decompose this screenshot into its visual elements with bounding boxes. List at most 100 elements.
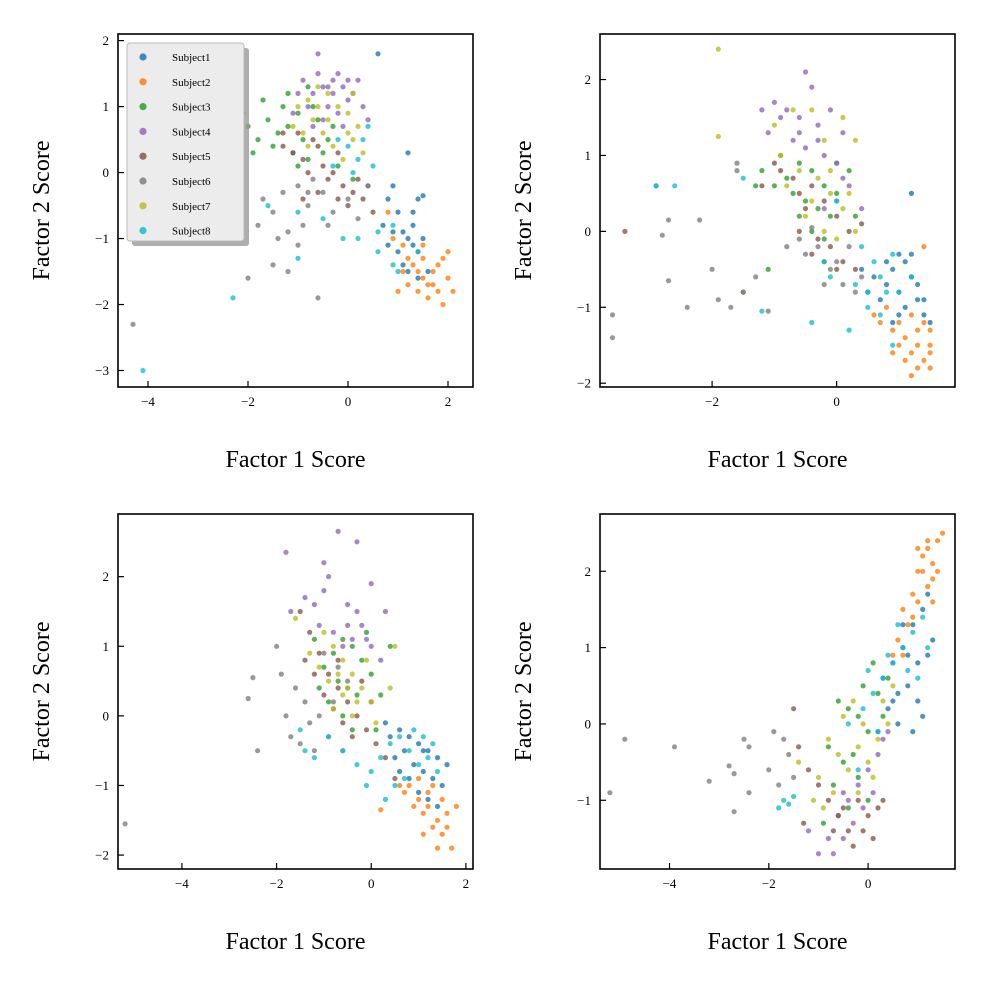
y-tick-label: −1 <box>577 793 591 808</box>
legend-label-subject7: Subject7 <box>172 201 211 213</box>
scatter-point-subject4 <box>846 183 852 189</box>
scatter-point-subject4 <box>295 90 301 96</box>
scatter-point-subject8 <box>900 645 906 651</box>
scatter-point-subject5 <box>796 228 802 234</box>
scatter-point-subject4 <box>802 145 809 151</box>
scatter-point-subject2 <box>910 591 916 597</box>
scatter-point-subject8 <box>845 721 851 727</box>
scatter-point-subject2 <box>425 295 431 301</box>
scatter-point-subject4 <box>288 608 294 615</box>
scatter-point-subject1 <box>908 190 915 196</box>
scatter-point-subject6 <box>305 203 311 209</box>
scatter-point-subject4 <box>765 130 771 136</box>
scatter-point-subject3 <box>285 90 291 96</box>
scatter-point-subject8 <box>370 163 376 169</box>
scatter-point-subject2 <box>430 282 436 288</box>
scatter-point-subject1 <box>405 268 411 275</box>
scatter-point-subject5 <box>340 183 346 189</box>
scatter-point-subject7 <box>310 117 316 123</box>
scatter-point-subject1 <box>859 266 865 272</box>
scatter-point-subject6 <box>791 774 797 781</box>
scatter-point-subject8 <box>302 748 308 754</box>
scatter-point-subject7 <box>368 699 374 705</box>
scatter-point-subject3 <box>330 650 336 656</box>
scatter-point-subject6 <box>292 685 299 691</box>
scatter-point-subject4 <box>778 114 784 121</box>
y-tick-label: −1 <box>95 778 109 793</box>
scatter-point-subject8 <box>821 259 827 265</box>
scatter-point-subject7 <box>290 123 296 129</box>
scatter-point-subject5 <box>325 176 331 182</box>
scatter-point-subject7 <box>354 699 360 705</box>
legend-marker-subject3 <box>139 103 147 111</box>
panel-4: −4 −2 0 −1 0 1 2 Factor 1 Score Factor 2 Score <box>511 513 956 955</box>
scatter-point-subject4 <box>345 601 351 608</box>
scatter-point-subject7 <box>821 228 827 234</box>
scatter-point-subject8 <box>387 741 393 747</box>
scatter-point-subject1 <box>397 727 403 733</box>
y-tick-label: −2 <box>577 376 591 391</box>
scatter-point-subject3 <box>260 97 266 103</box>
scatter-point-subject2 <box>871 312 877 318</box>
scatter-point-subject7 <box>330 143 336 149</box>
scatter-point-subject1 <box>883 281 890 288</box>
scatter-point-subject7 <box>796 759 802 765</box>
scatter-point-subject3 <box>821 236 827 242</box>
scatter-point-subject7 <box>835 751 841 758</box>
scatter-point-subject7 <box>840 206 846 212</box>
scatter-point-subject3 <box>335 678 341 684</box>
scatter-point-subject5 <box>796 190 802 196</box>
y-tick-label: 2 <box>585 72 592 87</box>
scatter-point-subject1 <box>397 768 403 775</box>
scatter-point-subject8 <box>910 629 916 635</box>
scatter-point-subject2 <box>411 803 417 810</box>
scatter-point-subject8 <box>908 274 915 280</box>
x-tick-label: −2 <box>705 394 719 409</box>
scatter-point-subject3 <box>349 643 355 649</box>
scatter-point-subject8 <box>395 268 401 275</box>
scatter-point-subject2 <box>890 350 896 356</box>
scatter-point-subject2 <box>444 824 450 830</box>
scatter-point-subject6 <box>776 782 782 788</box>
scatter-point-subject4 <box>845 797 851 803</box>
scatter-point-subject6 <box>659 232 665 238</box>
scatter-point-subject6 <box>307 720 313 726</box>
scatter-point-subject3 <box>865 729 871 735</box>
scatter-point-subject6 <box>840 281 846 288</box>
scatter-point-subject3 <box>326 699 332 705</box>
scatter-point-subject1 <box>925 652 931 658</box>
scatter-point-subject8 <box>852 281 859 288</box>
scatter-point-subject6 <box>245 695 251 702</box>
scatter-point-subject2 <box>385 209 391 215</box>
scatter-point-subject4 <box>325 84 331 90</box>
scatter-point-subject7 <box>825 736 832 742</box>
scatter-point-subject2 <box>900 652 906 658</box>
scatter-point-subject2 <box>450 288 456 294</box>
scatter-point-subject3 <box>305 156 311 162</box>
scatter-point-subject8 <box>340 748 346 754</box>
scatter-point-subject5 <box>280 143 286 149</box>
scatter-point-subject6 <box>786 751 792 758</box>
scatter-point-subject8 <box>885 652 891 658</box>
scatter-point-subject8 <box>378 755 384 761</box>
scatter-point-subject5 <box>320 163 326 169</box>
y-tick-label: −1 <box>95 231 109 246</box>
scatter-point-subject7 <box>340 657 346 663</box>
scatter-point-subject5 <box>809 183 815 189</box>
scatter-point-subject1 <box>416 741 422 747</box>
scatter-point-subject6 <box>734 160 740 166</box>
scatter-point-subject7 <box>321 629 327 635</box>
scatter-point-subject8 <box>865 289 871 295</box>
scatter-point-subject2 <box>420 242 426 248</box>
scatter-point-subject1 <box>921 312 927 318</box>
scatter-point-subject4 <box>880 736 886 742</box>
scatter-point-subject4 <box>870 790 876 796</box>
y-axis-label: Factor 2 Score <box>29 141 55 281</box>
scatter-point-subject3 <box>265 117 271 123</box>
scatter-point-subject4 <box>311 601 317 608</box>
scatter-point-subject6 <box>671 744 678 750</box>
scatter-point-subject7 <box>865 759 871 765</box>
scatter-point-subject2 <box>400 268 406 275</box>
scatter-point-subject8 <box>297 727 303 733</box>
scatter-point-subject8 <box>415 249 421 255</box>
